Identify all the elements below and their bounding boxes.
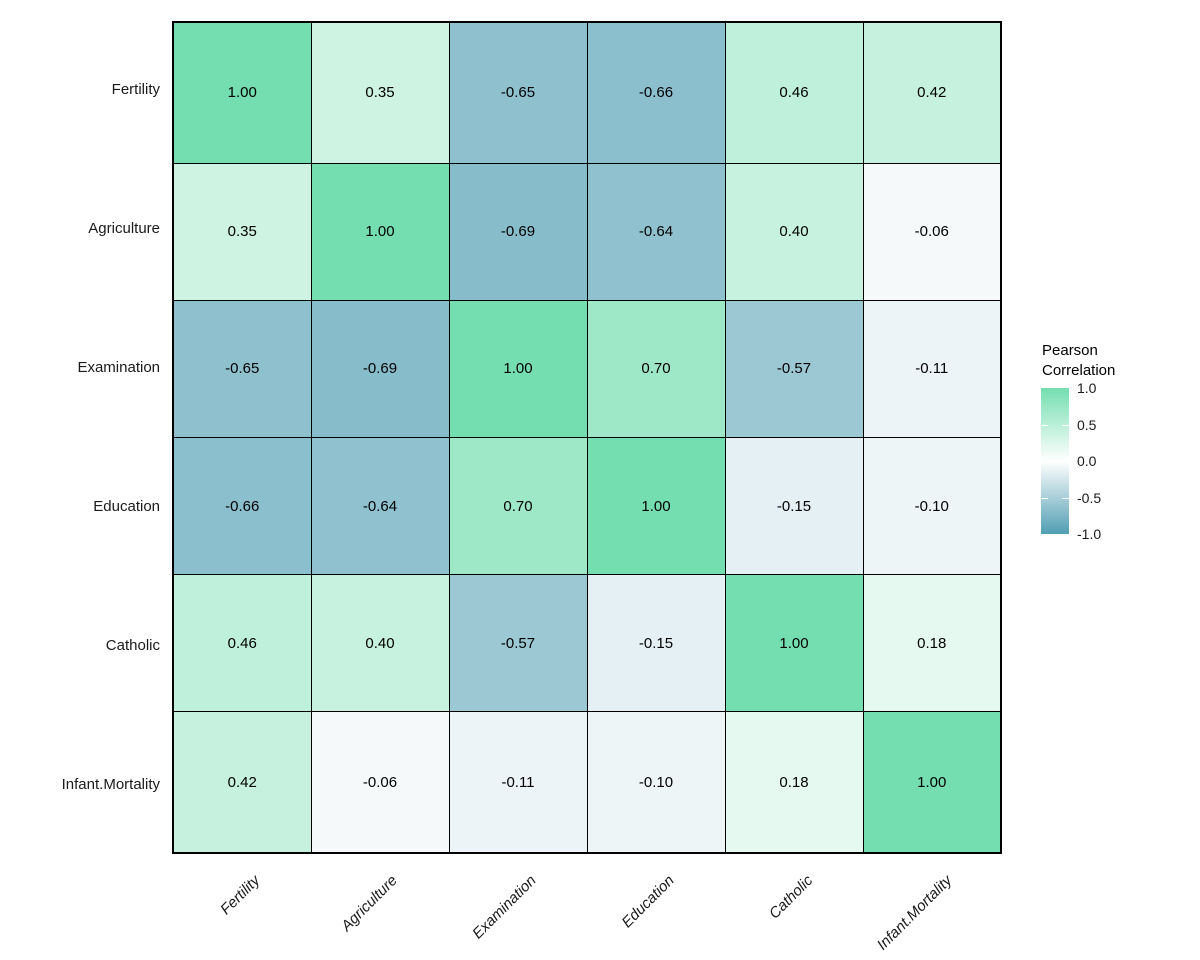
legend-tick-label: -0.5 xyxy=(1077,490,1102,506)
heatmap-cell: 0.35 xyxy=(172,162,312,301)
legend-tick-mark xyxy=(1062,425,1069,426)
heatmap-cell: -0.65 xyxy=(172,299,312,438)
heatmap-cell: 0.40 xyxy=(724,162,864,301)
heatmap-cell: 0.70 xyxy=(448,436,588,576)
heatmap-cell: -0.15 xyxy=(724,436,864,576)
heatmap-cell: -0.69 xyxy=(448,162,588,301)
y-axis-label: Catholic xyxy=(105,637,160,654)
heatmap-row: 1.00 0.35 -0.65 -0.66 0.46 0.42 xyxy=(172,21,1002,164)
heatmap-row: -0.66 -0.64 0.70 1.00 -0.15 -0.10 xyxy=(172,436,1002,576)
legend-title-line1: Pearson xyxy=(1042,342,1098,359)
heatmap-cell: -0.10 xyxy=(862,436,1002,576)
heatmap-cell: -0.66 xyxy=(586,21,726,164)
legend-tick-label: -1.0 xyxy=(1077,526,1102,542)
y-axis-label: Agriculture xyxy=(88,220,160,237)
heatmap-cell: -0.06 xyxy=(862,162,1002,301)
heatmap-cell: 1.00 xyxy=(310,162,450,301)
x-axis-label: Catholic xyxy=(765,872,817,923)
x-axis-label: Examination xyxy=(469,872,541,943)
x-axis-label: Education xyxy=(618,872,679,932)
y-axis-label: Infant.Mortality xyxy=(61,776,160,793)
heatmap-cell: 0.40 xyxy=(310,574,450,713)
heatmap-cell: 0.35 xyxy=(310,21,450,164)
heatmap-cell: 0.46 xyxy=(172,574,312,713)
heatmap-cell: -0.06 xyxy=(310,711,450,854)
heatmap-cell: 1.00 xyxy=(862,711,1002,854)
heatmap-cell: 0.46 xyxy=(724,21,864,164)
heatmap-cell: 0.42 xyxy=(862,21,1002,164)
heatmap-row: 0.46 0.40 -0.57 -0.15 1.00 0.18 xyxy=(172,574,1002,713)
legend-tick-label: 1.0 xyxy=(1077,380,1097,396)
heatmap-cell: -0.15 xyxy=(586,574,726,713)
heatmap-cell: -0.11 xyxy=(862,299,1002,438)
heatmap-cell: 1.00 xyxy=(172,21,312,164)
y-axis-label: Fertility xyxy=(111,81,160,98)
heatmap-cell: -0.69 xyxy=(310,299,450,438)
heatmap-cell: -0.66 xyxy=(172,436,312,576)
heatmap-cell: -0.65 xyxy=(448,21,588,164)
heatmap-row: 0.35 1.00 -0.69 -0.64 0.40 -0.06 xyxy=(172,162,1002,301)
x-axis-label: Infant.Mortality xyxy=(873,872,956,954)
legend-gradient-bar xyxy=(1041,388,1069,534)
heatmap-row: -0.65 -0.69 1.00 0.70 -0.57 -0.11 xyxy=(172,299,1002,438)
legend-tick-mark xyxy=(1041,425,1048,426)
heatmap-cell: -0.57 xyxy=(724,299,864,438)
heatmap-cell: -0.57 xyxy=(448,574,588,713)
legend-tick-label: 0.0 xyxy=(1077,453,1097,469)
y-axis-label: Examination xyxy=(77,359,160,376)
legend-title-line2: Correlation xyxy=(1042,362,1116,379)
heatmap-cell: 1.00 xyxy=(586,436,726,576)
x-axis-label: Fertility xyxy=(216,872,264,919)
heatmap-cell: 0.70 xyxy=(586,299,726,438)
heatmap-cell: 0.42 xyxy=(172,711,312,854)
heatmap-cell: 0.18 xyxy=(862,574,1002,713)
heatmap-cell: -0.10 xyxy=(586,711,726,854)
heatmap-cell: 1.00 xyxy=(448,299,588,438)
x-axis-label: Agriculture xyxy=(338,872,402,935)
legend-tick-mark xyxy=(1041,498,1048,499)
heatmap-cell: 0.18 xyxy=(724,711,864,854)
legend-tick-label: 0.5 xyxy=(1077,417,1097,433)
legend-title: Pearson Correlation xyxy=(1042,341,1115,381)
y-axis-label: Education xyxy=(93,498,160,515)
heatmap-row: 0.42 -0.06 -0.11 -0.10 0.18 1.00 xyxy=(172,711,1002,854)
heatmap-grid: 1.00 0.35 -0.65 -0.66 0.46 0.42 0.35 1.00 -0.69-… xyxy=(172,21,1002,854)
heatmap-cell: -0.11 xyxy=(448,711,588,854)
legend-tick-mark xyxy=(1062,498,1069,499)
heatmap-cell: -0.64 xyxy=(310,436,450,576)
heatmap-cell: 1.00 xyxy=(724,574,864,713)
heatmap-cell: -0.64 xyxy=(586,162,726,301)
